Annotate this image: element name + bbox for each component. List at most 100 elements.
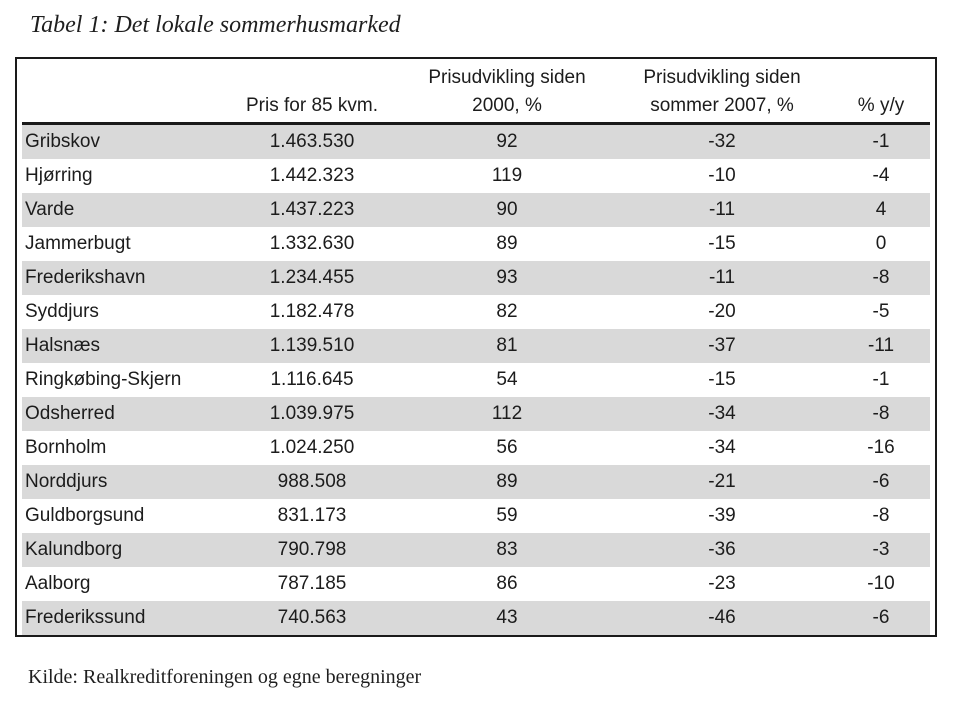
table-row: Halsnæs 1.139.510 81 -37 -11	[22, 329, 930, 363]
municipality-name: Odsherred	[25, 403, 115, 424]
change-since-summer-2007: -23	[708, 573, 736, 594]
price-85sqm: 1.332.630	[269, 233, 355, 254]
yoy-change: -4	[872, 165, 890, 186]
change-since-summer-2007: -32	[708, 131, 736, 152]
change-since-summer-2007: -34	[708, 403, 736, 424]
municipality-name: Aalborg	[25, 573, 91, 594]
table-row: Jammerbugt 1.332.630 89 -15 0	[22, 227, 930, 261]
table-header: Prisudvikling siden Prisudvikling siden …	[22, 59, 930, 125]
table-row: Norddjurs 988.508 89 -21 -6	[22, 465, 930, 499]
table-row: Hjørring 1.442.323 119 -10 -4	[22, 159, 930, 193]
yoy-change: 4	[875, 199, 887, 220]
header-cell-since2000-top: Prisudvikling siden	[428, 67, 586, 88]
municipality-name: Halsnæs	[25, 335, 100, 356]
change-since-2000: 83	[496, 539, 518, 560]
change-since-summer-2007: -15	[708, 233, 736, 254]
source-line: Kilde: Realkreditforeningen og egne bere…	[28, 666, 422, 688]
summerhouse-market-table: Prisudvikling siden Prisudvikling siden …	[15, 57, 937, 637]
change-since-2000: 86	[496, 573, 518, 594]
header-row-1: Prisudvikling siden Prisudvikling siden	[22, 59, 930, 89]
change-since-2000: 119	[491, 165, 523, 186]
header-cell-since2000: 2000, %	[472, 95, 542, 116]
price-85sqm: 1.442.323	[269, 165, 355, 186]
yoy-change: 0	[875, 233, 887, 254]
yoy-change: -11	[867, 335, 895, 356]
price-85sqm: 831.173	[277, 505, 347, 526]
change-since-summer-2007: -11	[708, 267, 736, 288]
price-85sqm: 1.182.478	[269, 301, 355, 322]
change-since-2000: 54	[496, 369, 518, 390]
yoy-change: -5	[872, 301, 890, 322]
change-since-2000: 90	[496, 199, 518, 220]
table-row: Frederikssund 740.563 43 -46 -6	[22, 601, 930, 635]
price-85sqm: 1.437.223	[269, 199, 355, 220]
table-row: Bornholm 1.024.250 56 -34 -16	[22, 431, 930, 465]
header-cell-since2007: sommer 2007, %	[650, 95, 794, 116]
table-body: Gribskov 1.463.530 92 -32 -1 Hjørring 1.…	[22, 125, 930, 635]
table-row: Kalundborg 790.798 83 -36 -3	[22, 533, 930, 567]
municipality-name: Hjørring	[25, 165, 93, 186]
municipality-name: Gribskov	[25, 131, 100, 152]
header-cell-yoy: % y/y	[857, 95, 905, 116]
table-row: Aalborg 787.185 86 -23 -10	[22, 567, 930, 601]
change-since-summer-2007: -10	[708, 165, 736, 186]
price-85sqm: 1.139.510	[269, 335, 355, 356]
price-85sqm: 1.024.250	[269, 437, 355, 458]
change-since-2000: 59	[496, 505, 518, 526]
price-85sqm: 1.463.530	[269, 131, 355, 152]
municipality-name: Syddjurs	[25, 301, 99, 322]
price-85sqm: 1.039.975	[269, 403, 355, 424]
table-row: Syddjurs 1.182.478 82 -20 -5	[22, 295, 930, 329]
change-since-summer-2007: -15	[708, 369, 736, 390]
price-85sqm: 787.185	[277, 573, 347, 594]
price-85sqm: 1.234.455	[269, 267, 355, 288]
change-since-2000: 92	[496, 131, 518, 152]
yoy-change: -16	[867, 437, 895, 458]
change-since-2000: 81	[496, 335, 518, 356]
change-since-2000: 89	[496, 233, 518, 254]
change-since-2000: 112	[491, 403, 523, 424]
price-85sqm: 1.116.645	[270, 369, 354, 390]
table-row: Varde 1.437.223 90 -11 4	[22, 193, 930, 227]
change-since-2000: 82	[496, 301, 518, 322]
change-since-2000: 56	[496, 437, 518, 458]
header-cell-price: Pris for 85 kvm.	[246, 95, 378, 116]
table-row: Gribskov 1.463.530 92 -32 -1	[22, 125, 930, 159]
change-since-2000: 93	[496, 267, 518, 288]
price-85sqm: 988.508	[277, 471, 347, 492]
price-85sqm: 740.563	[277, 607, 347, 628]
change-since-summer-2007: -36	[708, 539, 736, 560]
municipality-name: Guldborgsund	[25, 505, 145, 526]
header-row-2: Pris for 85 kvm. 2000, % sommer 2007, % …	[22, 89, 930, 122]
change-since-2000: 89	[496, 471, 518, 492]
yoy-change: -6	[872, 607, 890, 628]
table-row: Ringkøbing-Skjern 1.116.645 54 -15 -1	[22, 363, 930, 397]
change-since-2000: 43	[496, 607, 518, 628]
table-row: Odsherred 1.039.975 112 -34 -8	[22, 397, 930, 431]
change-since-summer-2007: -37	[708, 335, 736, 356]
change-since-summer-2007: -20	[708, 301, 736, 322]
table-row: Guldborgsund 831.173 59 -39 -8	[22, 499, 930, 533]
yoy-change: -8	[872, 267, 890, 288]
change-since-summer-2007: -21	[708, 471, 736, 492]
municipality-name: Norddjurs	[25, 471, 108, 492]
table-title: Tabel 1: Det lokale sommerhusmarked	[30, 12, 401, 38]
change-since-summer-2007: -39	[708, 505, 736, 526]
municipality-name: Ringkøbing-Skjern	[25, 369, 182, 390]
change-since-summer-2007: -46	[708, 607, 736, 628]
yoy-change: -8	[872, 505, 890, 526]
municipality-name: Varde	[25, 199, 75, 220]
yoy-change: -3	[872, 539, 890, 560]
municipality-name: Bornholm	[25, 437, 107, 458]
municipality-name: Kalundborg	[25, 539, 123, 560]
price-85sqm: 790.798	[277, 539, 347, 560]
yoy-change: -1	[872, 131, 890, 152]
yoy-change: -10	[867, 573, 895, 594]
municipality-name: Frederikshavn	[25, 267, 146, 288]
change-since-summer-2007: -11	[708, 199, 736, 220]
municipality-name: Jammerbugt	[25, 233, 131, 254]
yoy-change: -8	[872, 403, 890, 424]
municipality-name: Frederikssund	[25, 607, 146, 628]
header-cell-since2007-top: Prisudvikling siden	[643, 67, 801, 88]
